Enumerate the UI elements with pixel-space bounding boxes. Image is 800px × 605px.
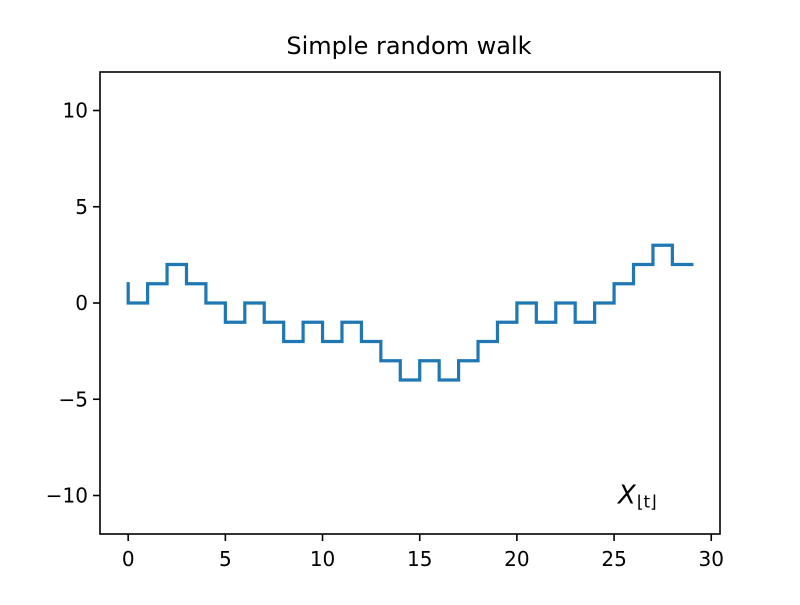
axes-frame (99, 71, 721, 535)
annotation-subscript: ⌊t⌋ (637, 493, 657, 513)
chart-title: Simple random walk (286, 32, 531, 60)
series-line-0 (126, 243, 694, 382)
x-axis: 0 5 10 15 20 25 30 (122, 534, 724, 571)
x-tick-label: 0 (122, 547, 135, 571)
x-tick-label: 25 (601, 547, 626, 571)
y-axis: −10 −5 0 5 10 (46, 99, 100, 508)
x-tick-label: 20 (504, 547, 529, 571)
annotation-main: X (616, 481, 637, 511)
x-tick-label: 30 (699, 547, 724, 571)
x-tick-label: 10 (310, 547, 335, 571)
annotation-label: X⌊t⌋ (616, 481, 657, 513)
x-tick-label: 15 (407, 547, 432, 571)
y-tick-label: −10 (46, 484, 88, 508)
y-tick-label: −5 (59, 387, 88, 411)
plot-area (126, 243, 694, 382)
y-tick-label: 10 (63, 99, 88, 123)
x-tick-label: 5 (219, 547, 232, 571)
y-tick-label: 0 (75, 291, 88, 315)
y-tick-label: 5 (75, 195, 88, 219)
